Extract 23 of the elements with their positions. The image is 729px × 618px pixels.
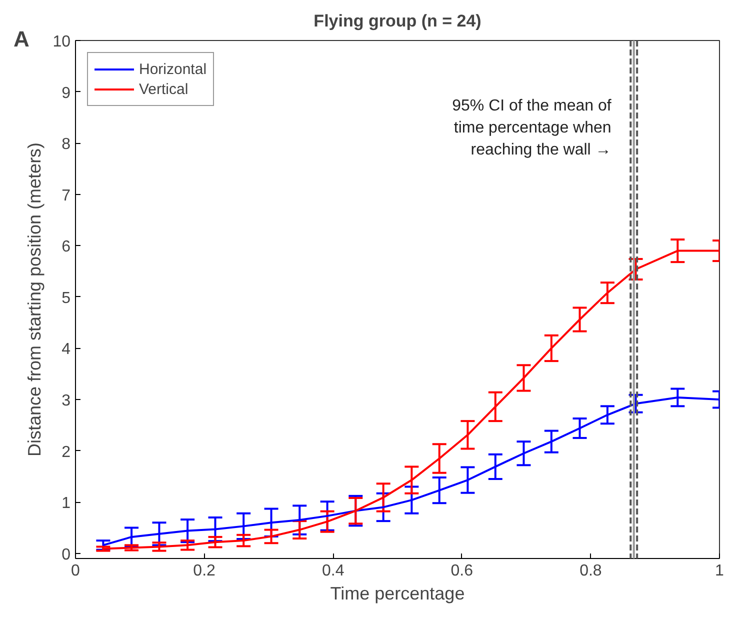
annotation: 95% CI of the mean of time percentage when reaching the wall → (452, 97, 612, 158)
y-tick-label: 2 (62, 444, 71, 461)
legend-label: Horizontal (139, 60, 207, 78)
y-tick-label: 8 (62, 136, 71, 154)
y-tick-label: 4 (62, 341, 71, 358)
y-tick-label: 6 (62, 238, 71, 256)
x-tick-label: 0.4 (322, 562, 344, 580)
y-tick-label: 0 (62, 546, 71, 564)
legend-label: Vertical (139, 80, 188, 98)
x-axis-title: Time percentage (330, 584, 465, 604)
y-tick-label: 1 (62, 495, 71, 512)
y-tick-label: 9 (62, 84, 71, 102)
y-tick-label: 10 (52, 34, 71, 50)
text: A (14, 26, 30, 52)
y-tick-label: 5 (62, 290, 71, 307)
x-tick-label: 0.6 (450, 562, 474, 580)
x-tick-label: 0.2 (193, 562, 216, 580)
y-tick-label: 7 (62, 187, 71, 204)
x-tick-label: 0.8 (580, 562, 602, 580)
x-tick-label: 1 (715, 562, 724, 580)
chart-title: Flying group (n = 24) (314, 12, 482, 30)
y-tick-label: 3 (62, 392, 71, 410)
y-axis-title: Distance from starting position (meters) (24, 142, 45, 457)
